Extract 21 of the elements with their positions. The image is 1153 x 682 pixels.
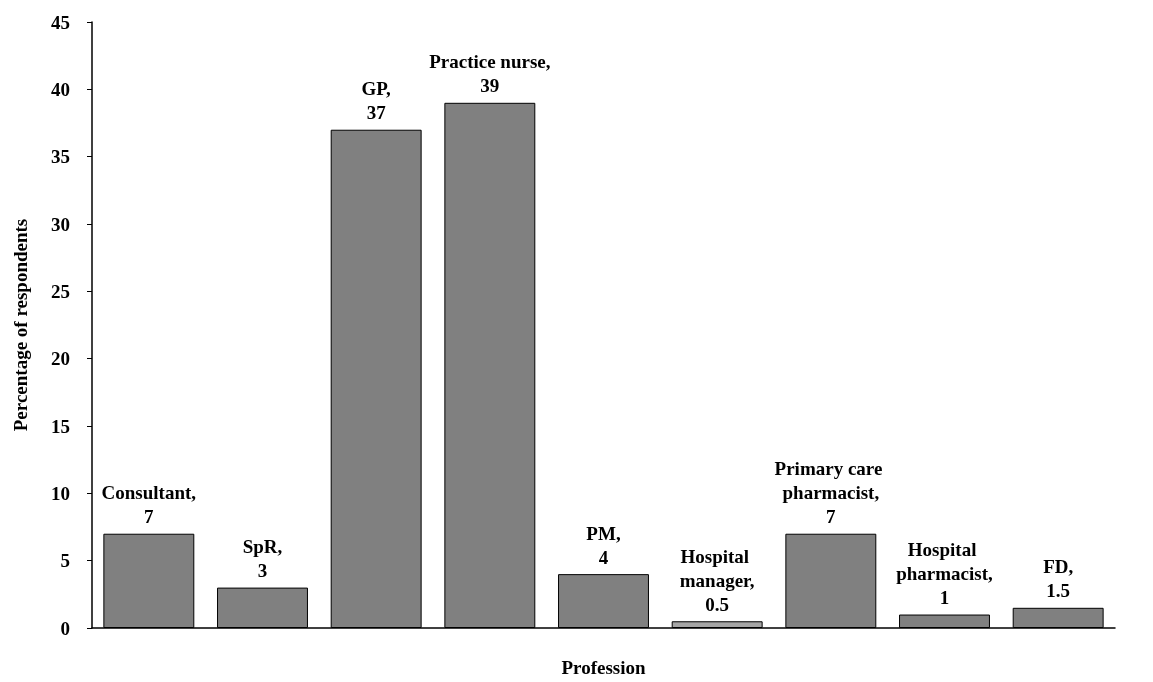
y-axis-title: Percentage of respondents [10,218,31,432]
y-tick-label: 15 [51,415,70,437]
y-tick-label: 10 [51,482,70,504]
data-label: SpR, 3 [242,536,283,582]
y-tick-label: 40 [51,78,70,100]
data-label: Primary care pharmacist, 7 [774,458,888,528]
data-label: GP, 37 [361,78,392,124]
data-label: Practice nurse, 39 [429,51,551,97]
data-label: Hospital pharmacist, 1 [896,539,994,609]
y-tick-label: 0 [60,617,70,639]
y-tick-label: 5 [60,550,70,572]
data-label: PM, 4 [586,522,621,568]
y-tick-label: 20 [51,348,70,370]
data-label: Hospital manager, 0.5 [679,545,755,615]
data-label: FD, 1.5 [1043,556,1074,602]
x-axis-title: Profession [561,657,646,678]
y-tick-label: 35 [51,146,70,168]
y-tick-label: 25 [51,280,70,302]
y-tick-label: 45 [51,11,70,33]
data-label: Consultant, 7 [101,482,197,528]
y-tick-label: 30 [51,213,70,235]
